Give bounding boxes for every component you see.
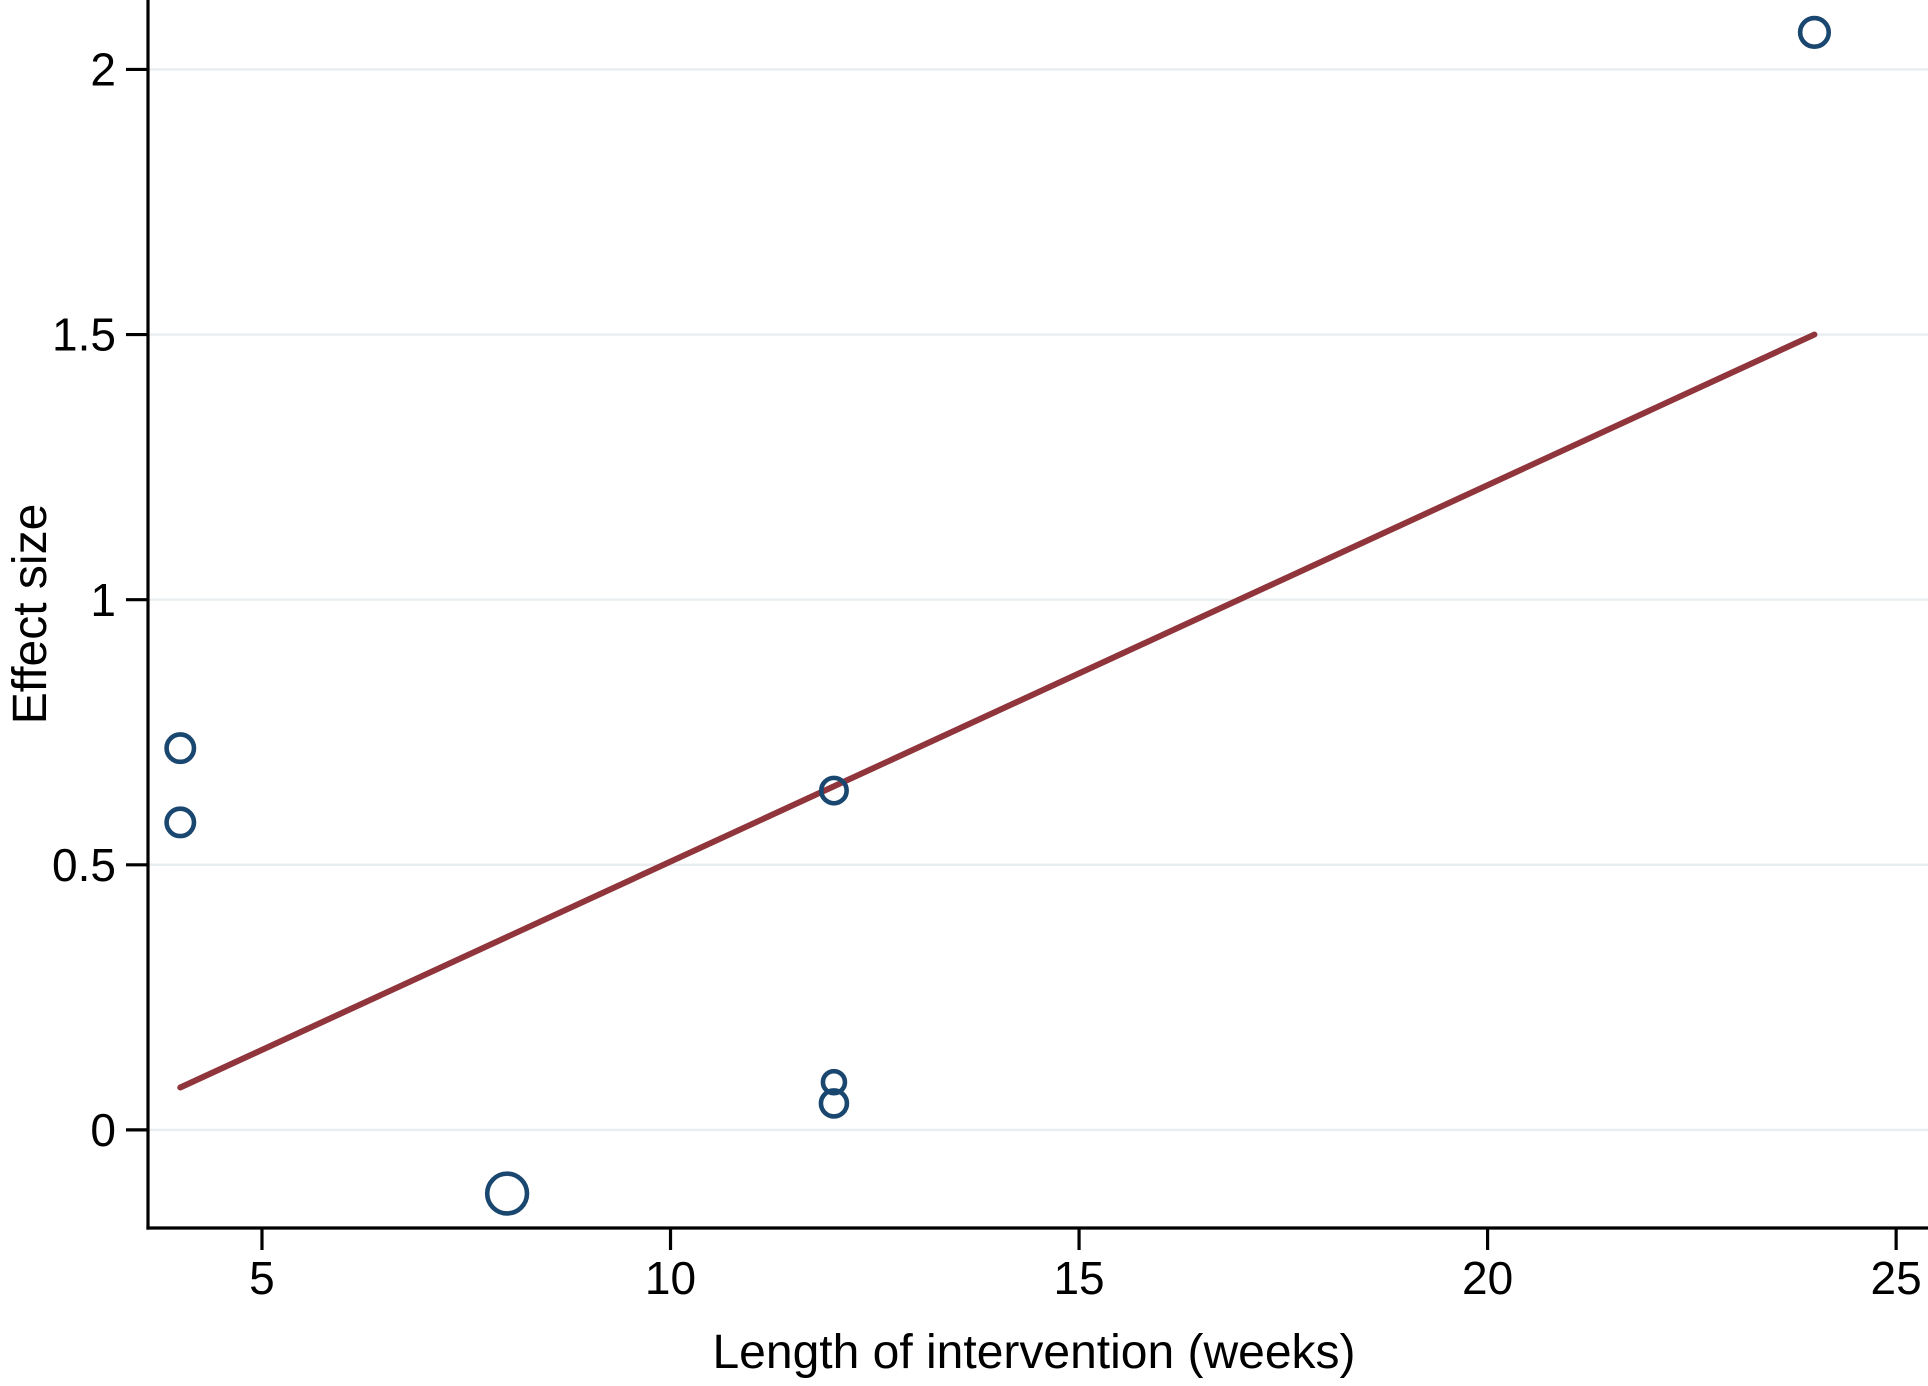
axes-layer	[126, 0, 1928, 1250]
x-axis-title: Length of intervention (weeks)	[712, 1326, 1355, 1379]
gridlines-layer	[148, 68, 1928, 1132]
x-tick-label: 5	[249, 1252, 275, 1304]
y-tick-label: 0.5	[52, 839, 116, 891]
x-tick-label: 20	[1462, 1252, 1513, 1304]
y-tick-label: 2	[90, 44, 116, 96]
data-point	[818, 775, 849, 806]
data-point	[484, 1171, 530, 1216]
y-tick-label: 0	[90, 1104, 116, 1156]
data-series-layer	[164, 15, 1832, 1216]
data-point	[1797, 15, 1832, 49]
x-tick-label: 10	[645, 1252, 696, 1304]
x-tick-label: 15	[1053, 1252, 1104, 1304]
data-point	[818, 1088, 850, 1119]
y-tick-label: 1.5	[52, 309, 116, 361]
x-tick-label: 25	[1871, 1252, 1922, 1304]
data-point	[820, 1068, 848, 1096]
data-point	[164, 806, 197, 839]
y-axis-title: Effect size	[4, 504, 57, 725]
y-tick-label: 1	[90, 574, 116, 626]
regression-line	[177, 331, 1818, 1091]
data-point	[164, 732, 197, 765]
tick-labels-layer: 00.511.525 10 15 20 25	[52, 44, 1922, 1304]
